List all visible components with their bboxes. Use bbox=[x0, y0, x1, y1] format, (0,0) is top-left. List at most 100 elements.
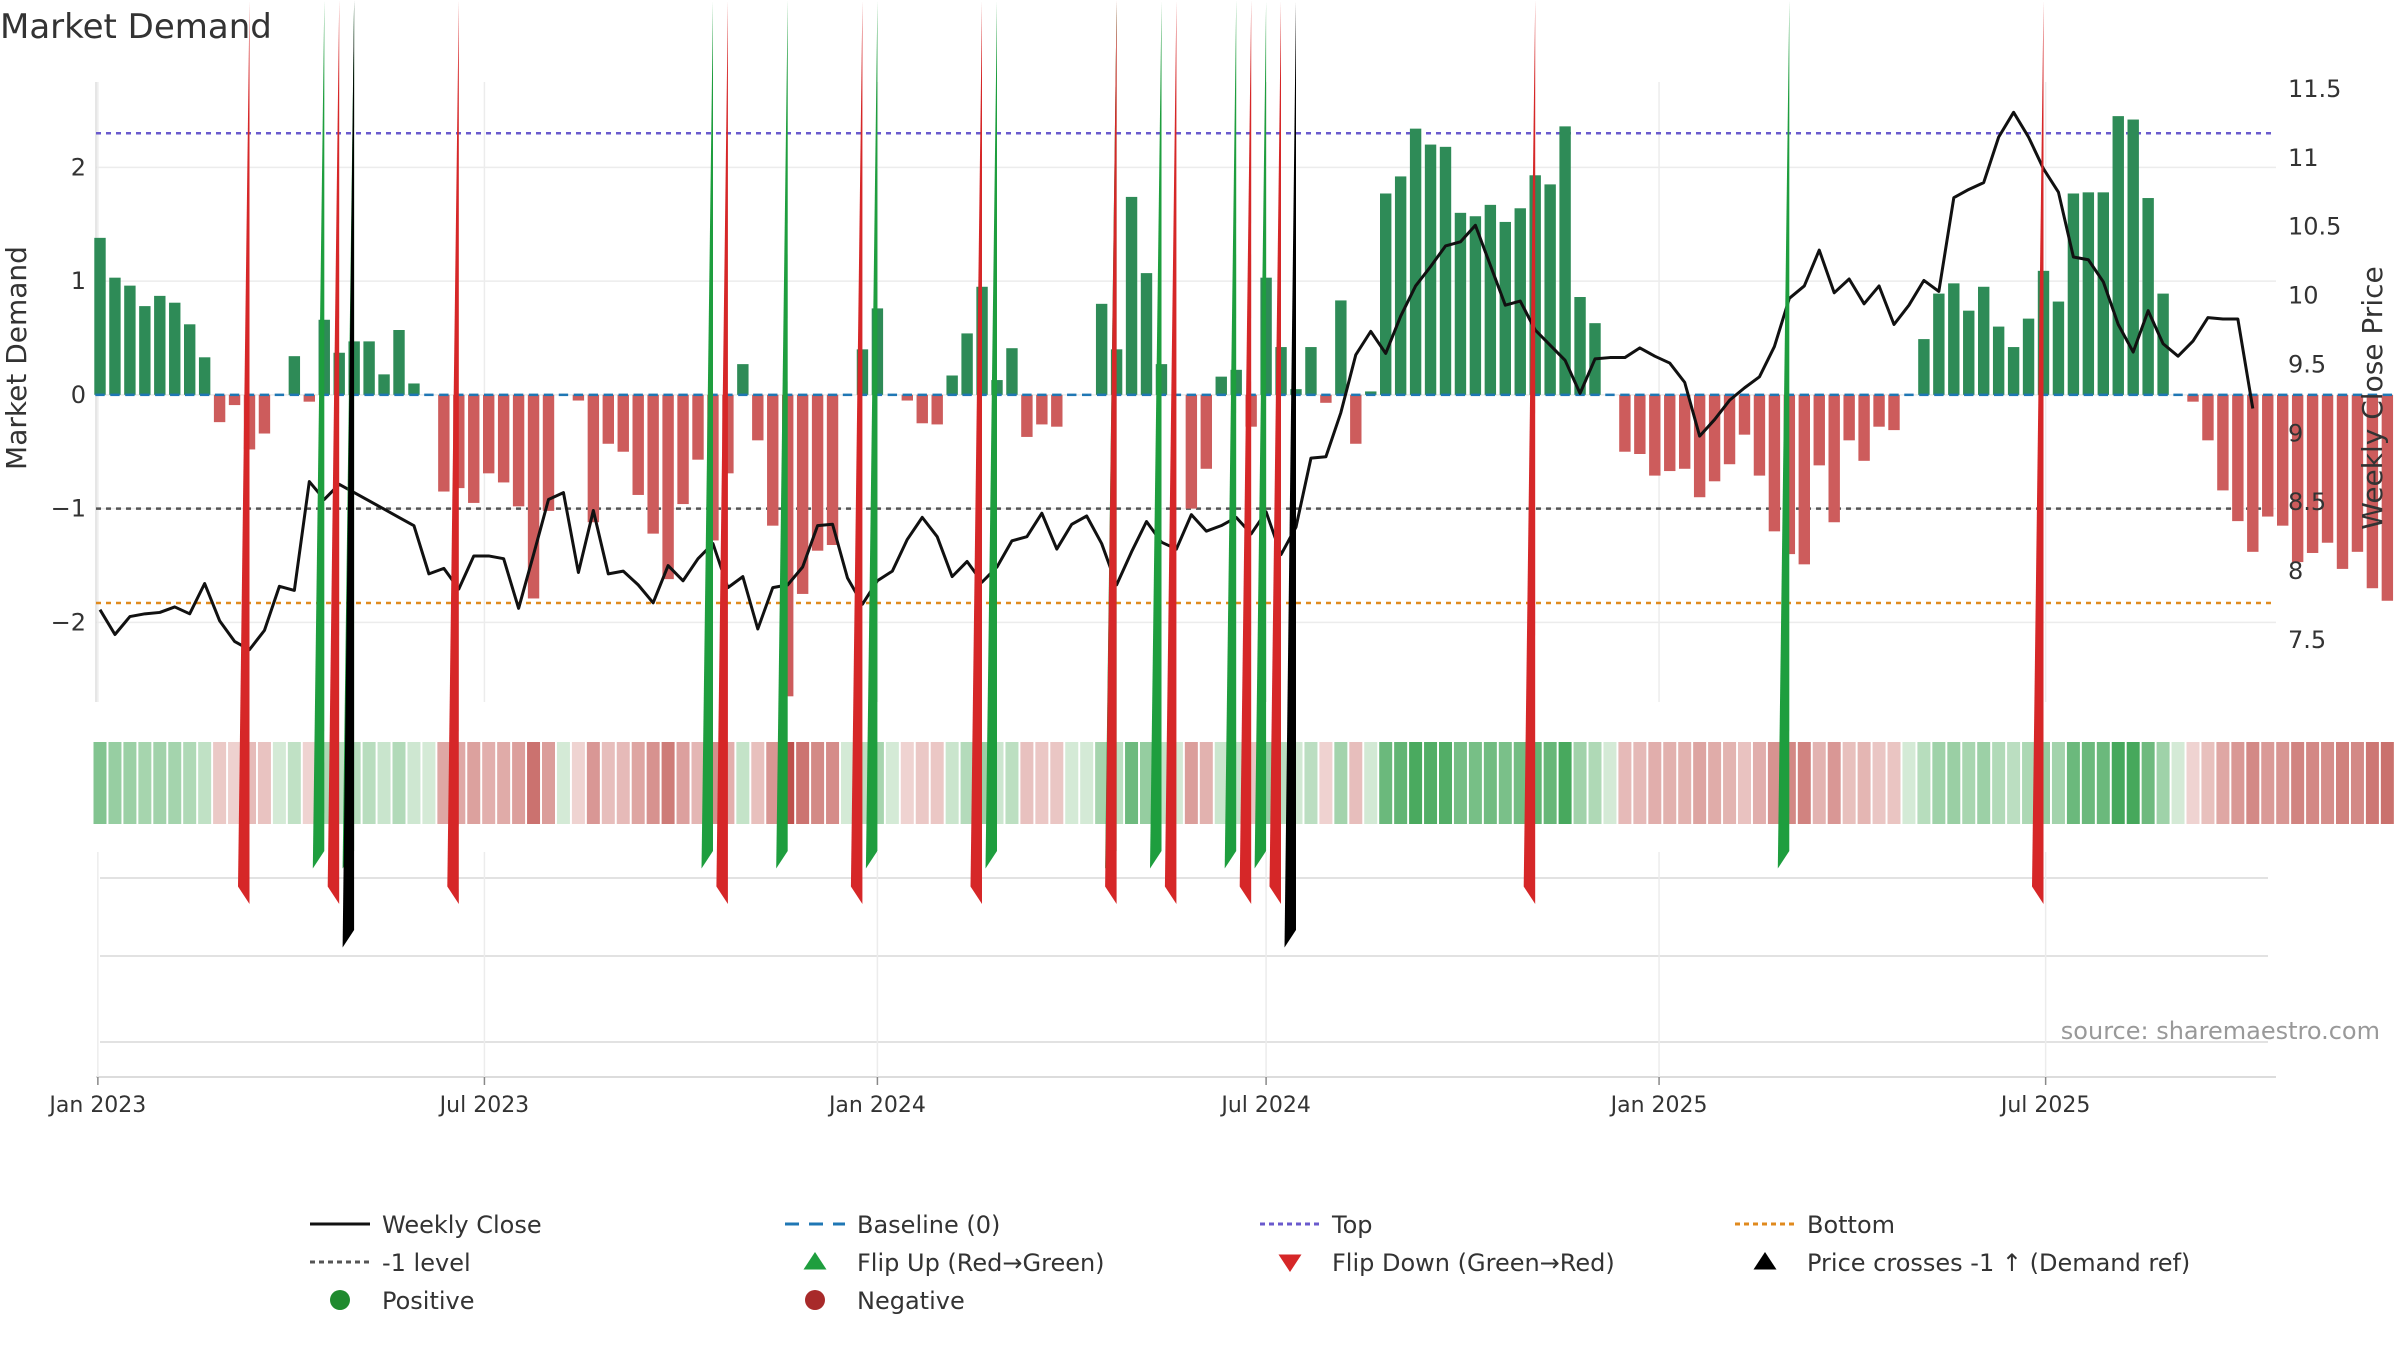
heat-cell-48 bbox=[811, 742, 825, 824]
y2-tick-label-1: 11 bbox=[2288, 144, 2319, 172]
heat-cell-151 bbox=[2350, 742, 2364, 824]
heat-cell-122 bbox=[1917, 742, 1931, 824]
demand-heat-strip bbox=[93, 742, 2394, 824]
heat-cell-73 bbox=[1184, 742, 1198, 824]
heat-cell-1 bbox=[108, 742, 122, 824]
heat-cell-139 bbox=[2171, 742, 2185, 824]
demand-bar-84 bbox=[1350, 394, 1362, 444]
demand-bar-54 bbox=[901, 394, 913, 401]
demand-bar-81 bbox=[1305, 347, 1317, 395]
x-tick-label-0: Jan 2023 bbox=[47, 1093, 146, 1118]
heat-cell-153 bbox=[2380, 742, 2394, 824]
demand-bar-55 bbox=[916, 394, 928, 424]
flip-down-marker-6 bbox=[1105, 0, 1117, 904]
left-y-ticks: 2 1 0 −1 −2 bbox=[51, 153, 86, 636]
demand-bar-49 bbox=[826, 394, 839, 546]
heat-cell-103 bbox=[1633, 742, 1647, 824]
y-tick-label-2: 0 bbox=[71, 381, 86, 409]
demand-bar-124 bbox=[1948, 283, 1960, 395]
legend-label-weekly-close: Weekly Close bbox=[382, 1211, 542, 1239]
demand-bar-113 bbox=[1783, 394, 1796, 555]
legend-label-negative: Negative bbox=[857, 1287, 965, 1315]
heat-cell-56 bbox=[930, 742, 944, 824]
demand-bar-115 bbox=[1813, 394, 1825, 466]
heat-cell-136 bbox=[2126, 742, 2140, 824]
demand-bar-94 bbox=[1499, 221, 1511, 395]
demand-bar-153 bbox=[2381, 394, 2394, 601]
demand-bar-38 bbox=[662, 394, 674, 580]
demand-bar-150 bbox=[2336, 394, 2349, 569]
demand-bar-145 bbox=[2262, 394, 2274, 517]
y2-tick-label-2: 10.5 bbox=[2288, 213, 2341, 241]
heat-cell-112 bbox=[1767, 742, 1781, 824]
demand-bar-99 bbox=[1574, 297, 1586, 395]
heat-cell-104 bbox=[1648, 742, 1662, 824]
demand-bar-134 bbox=[2097, 192, 2109, 395]
demand-bar-23 bbox=[438, 394, 450, 492]
demand-bar-13 bbox=[288, 356, 301, 395]
legend-item-bottom: Bottom bbox=[1735, 1211, 1895, 1239]
y2-tick-label-0: 11.5 bbox=[2288, 75, 2341, 103]
demand-bar-114 bbox=[1798, 394, 1810, 565]
heat-cell-3 bbox=[138, 742, 152, 824]
heat-cell-134 bbox=[2096, 742, 2110, 824]
y-tick-label-3: −1 bbox=[51, 495, 86, 523]
demand-bar-85 bbox=[1365, 391, 1377, 395]
demand-bar-89 bbox=[1424, 144, 1437, 395]
demand-bar-75 bbox=[1215, 376, 1227, 395]
heat-cell-57 bbox=[945, 742, 959, 824]
heat-cell-87 bbox=[1394, 742, 1408, 824]
demand-bar-35 bbox=[617, 394, 629, 452]
heat-cell-140 bbox=[2186, 742, 2200, 824]
demand-bar-57 bbox=[946, 375, 958, 395]
heat-cell-35 bbox=[616, 742, 630, 824]
heat-cell-70 bbox=[1140, 742, 1153, 824]
demand-bar-69 bbox=[1125, 196, 1138, 395]
heat-cell-133 bbox=[2081, 742, 2095, 824]
heat-cell-89 bbox=[1424, 742, 1438, 824]
demand-bar-137 bbox=[2142, 198, 2154, 395]
demand-bar-135 bbox=[2112, 116, 2124, 395]
y2-tick-label-3: 10 bbox=[2288, 282, 2319, 310]
demand-bar-143 bbox=[2232, 394, 2244, 522]
demand-bar-104 bbox=[1649, 394, 1661, 476]
demand-bar-70 bbox=[1140, 273, 1153, 395]
flip-up-marker-10 bbox=[1777, 0, 1790, 869]
heat-cell-64 bbox=[1050, 742, 1064, 824]
heat-cell-11 bbox=[257, 742, 271, 824]
demand-bar-1 bbox=[109, 277, 121, 395]
demand-bar-152 bbox=[2366, 394, 2379, 589]
flip-down-marker-10 bbox=[1523, 0, 1536, 904]
heat-cell-45 bbox=[766, 742, 780, 824]
y-tick-label-1: 1 bbox=[71, 267, 86, 295]
flip-down-marker-5 bbox=[970, 0, 983, 904]
heat-cell-111 bbox=[1752, 742, 1766, 824]
legend: Weekly Close Baseline (0) Top Bottom -1 leve… bbox=[310, 1211, 2190, 1315]
heat-cell-141 bbox=[2201, 742, 2215, 824]
flip-up-marker-7 bbox=[1150, 0, 1162, 869]
legend-symbol-positive bbox=[330, 1290, 350, 1310]
left-axis-label: Market Demand bbox=[0, 246, 33, 470]
demand-bar-127 bbox=[1992, 326, 2005, 395]
demand-bar-9 bbox=[228, 394, 241, 406]
demand-bar-105 bbox=[1664, 394, 1676, 472]
flip-down-marker-4 bbox=[850, 0, 863, 904]
legend-symbol-negative bbox=[805, 1290, 825, 1310]
heat-cell-36 bbox=[631, 742, 645, 824]
heat-cell-146 bbox=[2276, 742, 2290, 824]
flip-up-marker-3 bbox=[776, 0, 788, 869]
heat-cell-121 bbox=[1902, 742, 1916, 824]
heat-cell-39 bbox=[676, 742, 690, 824]
legend-label-top: Top bbox=[1331, 1211, 1373, 1239]
heat-cell-58 bbox=[960, 742, 974, 824]
heat-cell-119 bbox=[1872, 742, 1886, 824]
demand-bar-93 bbox=[1484, 204, 1497, 395]
flip-down-marker-11 bbox=[2032, 0, 2044, 904]
heat-cell-44 bbox=[751, 742, 765, 824]
demand-bar-19 bbox=[378, 374, 390, 395]
y2-tick-label-4: 9.5 bbox=[2288, 350, 2326, 378]
heat-cell-34 bbox=[601, 742, 615, 824]
demand-bar-112 bbox=[1768, 394, 1781, 532]
demand-bar-33 bbox=[587, 394, 600, 523]
demand-bar-8 bbox=[213, 394, 226, 423]
